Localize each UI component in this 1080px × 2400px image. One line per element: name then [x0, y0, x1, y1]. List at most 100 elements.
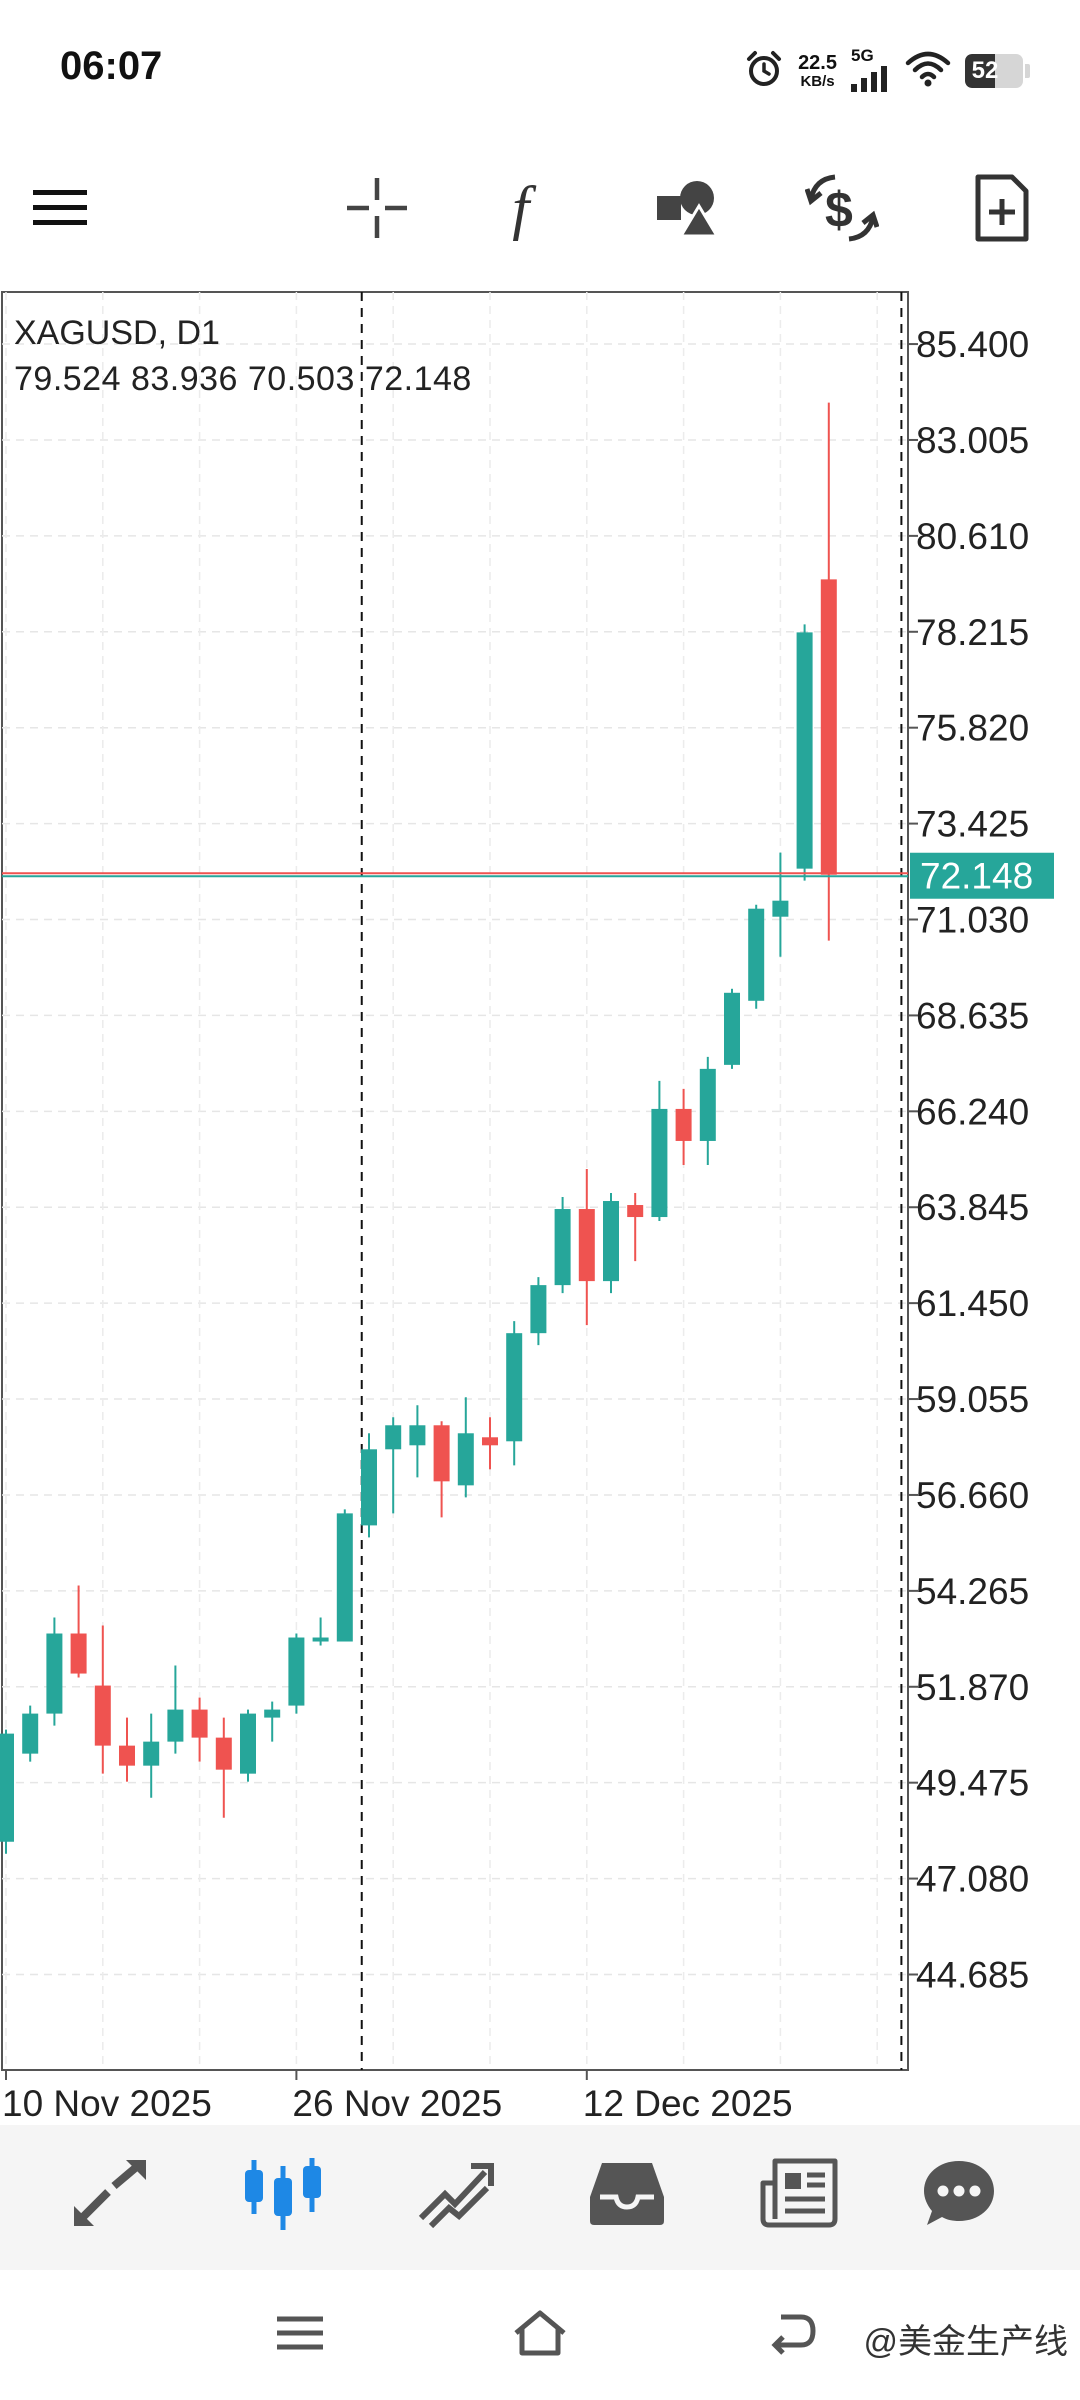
y-tick-label: 85.400 — [916, 324, 1029, 365]
y-tick-label: 80.610 — [916, 516, 1029, 557]
candle-body — [240, 1713, 256, 1774]
trade-icon: $ — [804, 173, 880, 248]
candle-body — [578, 1209, 595, 1282]
candle-body — [820, 579, 837, 875]
net-speed: 22.5 KB/s — [798, 51, 837, 90]
battery-level — [965, 54, 996, 88]
battery-icon: 52 — [965, 54, 1023, 88]
y-tick-label: 68.635 — [916, 995, 1029, 1036]
candle-body — [603, 1201, 619, 1282]
candle-body — [506, 1333, 523, 1442]
nav-messages[interactable] — [904, 2145, 1014, 2245]
nav-news[interactable] — [744, 2145, 854, 2245]
sys-menu-button[interactable] — [260, 2300, 340, 2370]
system-navigation: @美金生产线 — [0, 2270, 1080, 2400]
crosshair-icon — [345, 176, 409, 245]
menu-button[interactable] — [15, 165, 105, 255]
objects-button[interactable] — [643, 165, 733, 255]
sys-home-button[interactable] — [500, 2300, 580, 2370]
menu-icon — [31, 186, 89, 235]
y-tick-label: 78.215 — [916, 612, 1029, 653]
new-order-icon — [974, 173, 1030, 248]
x-tick-label: 26 Nov 2025 — [292, 2083, 502, 2120]
chart-symbol-title: XAGUSD, D1 — [14, 314, 220, 352]
battery-level-text: 52 — [971, 57, 999, 84]
y-tick-label: 75.820 — [916, 708, 1029, 749]
objects-icon — [655, 178, 721, 243]
status-icons: 22.5 KB/s 5G — [744, 46, 1030, 96]
nav-quotes[interactable] — [55, 2145, 165, 2245]
candle-body — [94, 1685, 111, 1746]
plot-frame — [1, 291, 909, 2071]
trade-icon — [415, 2158, 495, 2233]
candle-body — [70, 1633, 87, 1674]
candle-body — [724, 992, 740, 1065]
chart-toolbar: f $ — [0, 150, 1080, 270]
y-tick-label: 44.685 — [916, 1954, 1029, 1995]
y-tick-label: 56.660 — [916, 1475, 1029, 1516]
sys-back-button[interactable] — [752, 2300, 832, 2370]
candle-body — [143, 1741, 160, 1766]
candle-body — [627, 1205, 644, 1218]
network-gen: 5G — [851, 45, 874, 65]
svg-text:f: f — [512, 175, 537, 241]
y-tick-label: 83.005 — [916, 420, 1029, 461]
candle-body — [554, 1209, 571, 1286]
net-speed-value: 22.5 — [798, 51, 837, 74]
candle-body — [167, 1709, 184, 1742]
candle-body — [699, 1068, 716, 1141]
candle-body — [312, 1637, 329, 1642]
candle-body — [191, 1709, 208, 1738]
svg-text:$: $ — [825, 182, 853, 238]
history-icon — [588, 2159, 666, 2232]
indicators-button[interactable]: f — [487, 165, 577, 255]
nav-history[interactable] — [572, 2145, 682, 2245]
back-icon — [767, 2309, 817, 2362]
chart-ohlc-values: 79.524 83.936 70.503 72.148 — [14, 360, 472, 398]
y-tick-label: 61.450 — [916, 1283, 1029, 1324]
candle-body — [433, 1425, 450, 1482]
y-tick-label: 66.240 — [916, 1091, 1029, 1132]
x-tick-label: 10 Nov 2025 — [2, 2083, 212, 2120]
status-time: 06:07 — [60, 44, 163, 88]
battery-cap — [1025, 64, 1030, 78]
y-tick-label: 59.055 — [916, 1379, 1029, 1420]
candle-body — [22, 1713, 39, 1754]
y-tick-label: 71.030 — [916, 900, 1029, 941]
candle-body — [361, 1449, 377, 1526]
candle-body — [772, 900, 789, 917]
news-icon — [759, 2157, 839, 2234]
signal-icon — [851, 65, 891, 97]
messages-icon — [921, 2157, 997, 2234]
y-tick-label: 54.265 — [916, 1571, 1029, 1612]
home-icon — [510, 2309, 570, 2362]
crosshair-button[interactable] — [332, 165, 422, 255]
wifi-icon — [905, 51, 951, 92]
candle-body — [796, 632, 813, 869]
candle-body — [482, 1437, 498, 1446]
candle-body — [457, 1433, 474, 1486]
chart-icon — [240, 2154, 326, 2237]
candle-body — [264, 1709, 281, 1718]
status-bar: 06:07 22.5 KB/s 5G — [0, 0, 1080, 140]
new-order-button[interactable] — [957, 165, 1047, 255]
recent-apps-icon — [275, 2313, 325, 2358]
candle-body — [385, 1425, 402, 1450]
candle-body — [215, 1737, 232, 1770]
nav-trade[interactable] — [400, 2145, 510, 2245]
y-tick-label: 51.870 — [916, 1667, 1029, 1708]
price-chart[interactable]: 85.400 83.005 80.610 78.215 75.820 73.425 71.0… — [0, 290, 1080, 2124]
candle-body — [748, 908, 765, 1001]
watermark-text: @美金生产线 — [863, 2323, 1068, 2361]
net-speed-unit: KB/s — [800, 72, 835, 90]
candle-body — [675, 1108, 692, 1141]
candle-body — [651, 1108, 668, 1218]
y-tick-label: 73.425 — [916, 804, 1029, 845]
y-tick-label: 63.845 — [916, 1187, 1029, 1228]
trade-button[interactable]: $ — [797, 165, 887, 255]
chart-canvas[interactable]: 85.400 83.005 80.610 78.215 75.820 73.425 71.0… — [0, 290, 1080, 2124]
candle-body — [119, 1745, 135, 1766]
signal-group: 5G — [851, 46, 891, 97]
nav-chart[interactable] — [228, 2145, 338, 2245]
candle-body — [336, 1513, 353, 1642]
